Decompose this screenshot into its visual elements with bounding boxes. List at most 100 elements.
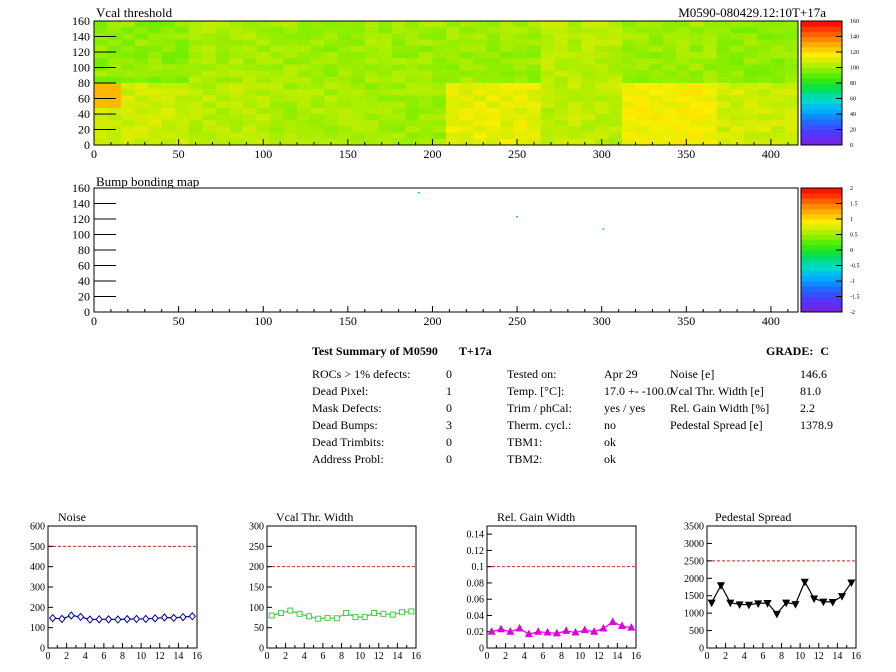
heatmap-cell (703, 138, 718, 146)
heatmap-cell (757, 45, 772, 53)
heatmap-cell (716, 33, 731, 40)
heatmap-cell (310, 114, 325, 121)
heatmap-cell (500, 58, 515, 65)
colorbar-tick-label: 2 (850, 186, 853, 192)
heatmap-cell (418, 107, 433, 115)
heatmap-cell (432, 64, 447, 71)
heatmap-cell (229, 45, 244, 53)
heatmap-cell (121, 27, 136, 34)
heatmap-cell (229, 27, 244, 34)
heatmap-cell (134, 101, 149, 109)
y-tick-label: 0 (40, 644, 45, 655)
heatmap-cell (784, 39, 799, 47)
heatmap-cell (527, 83, 542, 90)
heatmap-cell (459, 89, 474, 96)
heatmap-cell (581, 132, 596, 140)
plot-1: Noise 0 100 200 300 400 500 600 0 2 4 6 8 10 12 14 16 (30, 510, 202, 662)
heatmap-cell (94, 132, 108, 140)
heatmap-cell (770, 21, 785, 28)
heatmap-cell (405, 101, 420, 109)
heatmap-cell (473, 101, 488, 109)
data-point (754, 600, 763, 608)
heatmap-cell (649, 45, 664, 53)
x-tick-label: 350 (677, 314, 695, 328)
summary-row: Dead Pixel: (312, 383, 410, 400)
heatmap-cell (689, 126, 704, 133)
summary-label: ROCs > 1% defects: (312, 367, 411, 381)
heatmap-cell (351, 120, 366, 127)
heatmap-cell (297, 138, 312, 146)
plot-4: Pedestal Spread 0 500 1000 1500 2000 2500 3000 3… (684, 510, 861, 662)
heatmap-cell (215, 52, 230, 59)
heatmap-cell (405, 64, 420, 71)
heatmap-cell (270, 114, 284, 121)
x-tick-label: 12 (374, 651, 384, 662)
heatmap-cell (229, 39, 244, 47)
heatmap-cell (581, 138, 596, 146)
heatmap-cell (730, 132, 745, 140)
heatmap-cell (134, 21, 149, 28)
heatmap-cell (581, 83, 596, 90)
summary-heading: Test Summary of M0590 T+17a (312, 343, 492, 360)
heatmap-cell (635, 45, 650, 53)
heatmap-cell (770, 52, 785, 59)
x-tick-label: 0 (46, 651, 51, 662)
heatmap-cell (703, 89, 718, 96)
heatmap-cell (757, 33, 772, 40)
heatmap-cell (581, 33, 596, 40)
data-point (343, 610, 350, 617)
heatmap-cell (148, 76, 163, 84)
heatmap-cell (567, 132, 582, 140)
heatmap-cell (432, 120, 447, 127)
heatmap-cell (364, 126, 379, 133)
colorbar-tick-label: 120 (850, 50, 859, 56)
heatmap-cell (473, 83, 488, 90)
data-point (763, 600, 772, 608)
heatmap-cell (405, 39, 420, 47)
heatmap-cell (134, 107, 149, 115)
heatmap-cell (622, 33, 636, 40)
plot-frame (266, 525, 417, 649)
heatmap-cell (486, 76, 501, 84)
heatmap-cell (148, 27, 163, 34)
heatmap-cell (676, 107, 691, 115)
x-tick-label: 16 (411, 651, 421, 662)
data-point (296, 610, 303, 617)
heatmap-cell (270, 27, 284, 34)
heatmap-cell (473, 114, 488, 121)
heatmap-cell (649, 120, 664, 127)
heatmap-cell (446, 64, 460, 71)
heatmap-cell (418, 45, 433, 53)
heatmap-cell (486, 58, 501, 65)
data-point (800, 578, 809, 587)
heatmap-cell (743, 101, 758, 109)
x-tick-label: 150 (339, 147, 357, 161)
heatmap-cell (757, 120, 772, 127)
heatmap-cell (676, 64, 691, 71)
colorbar-tick-label: 40 (850, 112, 856, 118)
heatmap-cell (649, 33, 664, 40)
heatmap-cell (730, 76, 745, 84)
map-title: Bump bonding map (96, 174, 199, 189)
heatmap-cell (500, 33, 515, 40)
x-tick-label: 2 (283, 651, 288, 662)
heatmap-cell (446, 120, 460, 127)
heatmap-cell (378, 39, 393, 47)
y-tick-label: 80 (78, 76, 90, 90)
heatmap-cell (486, 126, 501, 133)
heatmap-cell (310, 126, 325, 133)
heatmap-cell (662, 107, 677, 115)
heatmap-cell (689, 101, 704, 109)
heatmap-cell (229, 120, 244, 127)
heatmap-cell (649, 138, 664, 146)
summary-row: Address Probl: (312, 451, 410, 468)
summary-label: Tested on: (507, 367, 557, 381)
data-point (580, 625, 589, 634)
heatmap-cell (730, 52, 745, 59)
heatmap-cell (175, 70, 190, 78)
summary-temp-tag: T+17a (458, 344, 492, 358)
heatmap-cell (337, 132, 352, 140)
heatmap-cell (418, 120, 433, 127)
y-tick-label: 100 (249, 603, 264, 614)
heatmap-cell (770, 70, 785, 78)
